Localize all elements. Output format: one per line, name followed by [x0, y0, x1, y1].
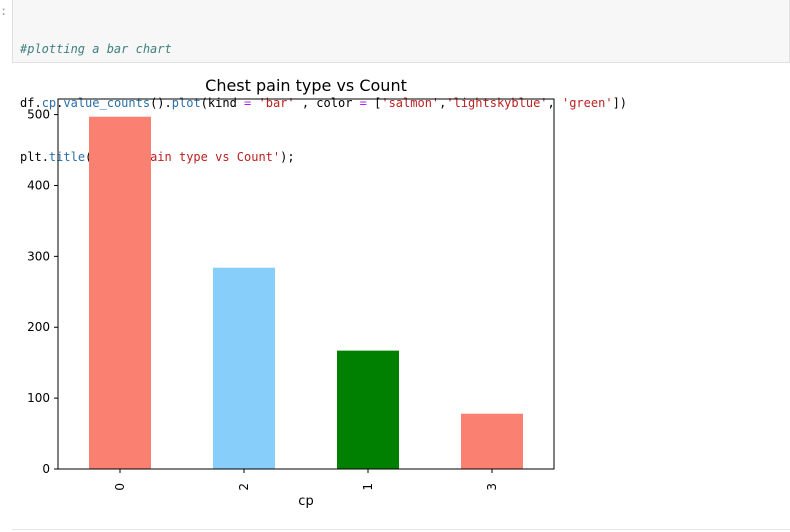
plot-area-frame	[57, 98, 555, 470]
y-tick-label: 0	[42, 462, 50, 476]
bar-2	[213, 267, 275, 469]
code-line-comment: #plotting a bar chart	[20, 40, 789, 58]
x-axis: 0 2 1 3	[113, 469, 499, 491]
code-token: .	[34, 96, 42, 110]
x-tick-label: 3	[485, 483, 499, 491]
y-tick-label: 500	[27, 108, 50, 122]
y-tick-label: 400	[27, 178, 50, 192]
code-token: ])	[612, 96, 628, 110]
code-token: =	[359, 96, 367, 110]
code-token: 'green'	[561, 96, 613, 110]
code-token: (	[85, 150, 93, 164]
bar-1	[337, 350, 399, 469]
code-token: =	[244, 96, 252, 110]
y-tick-label: 100	[27, 391, 50, 405]
code-token: ,	[547, 96, 562, 110]
y-tick-label: 300	[27, 249, 50, 263]
y-tick-label: 200	[27, 320, 50, 334]
x-tick-label: 0	[113, 483, 127, 491]
cell-divider	[12, 529, 790, 530]
code-token: .	[56, 96, 64, 110]
x-axis-label: cp	[298, 494, 313, 509]
bar-3	[461, 413, 523, 469]
code-token: plt	[20, 150, 42, 164]
code-token: df	[20, 96, 35, 110]
code-token: );	[280, 150, 295, 164]
bar-0	[89, 116, 151, 469]
code-token: cp	[41, 96, 57, 110]
code-token: [	[366, 96, 382, 110]
cell-prompt: :	[0, 4, 8, 18]
code-cell[interactable]: #plotting a bar chart df.cp.value_counts…	[12, 0, 790, 164]
code-comment: #plotting a bar chart	[20, 42, 172, 56]
bars-layer	[89, 116, 523, 469]
code-token: ,	[439, 96, 447, 110]
chart-title: Chest pain type vs Count	[205, 76, 407, 95]
x-tick-label: 2	[237, 483, 251, 491]
y-axis: 0 100 200 300 400 500	[27, 108, 58, 476]
code-token: .	[41, 150, 49, 164]
x-tick-label: 1	[361, 483, 375, 491]
